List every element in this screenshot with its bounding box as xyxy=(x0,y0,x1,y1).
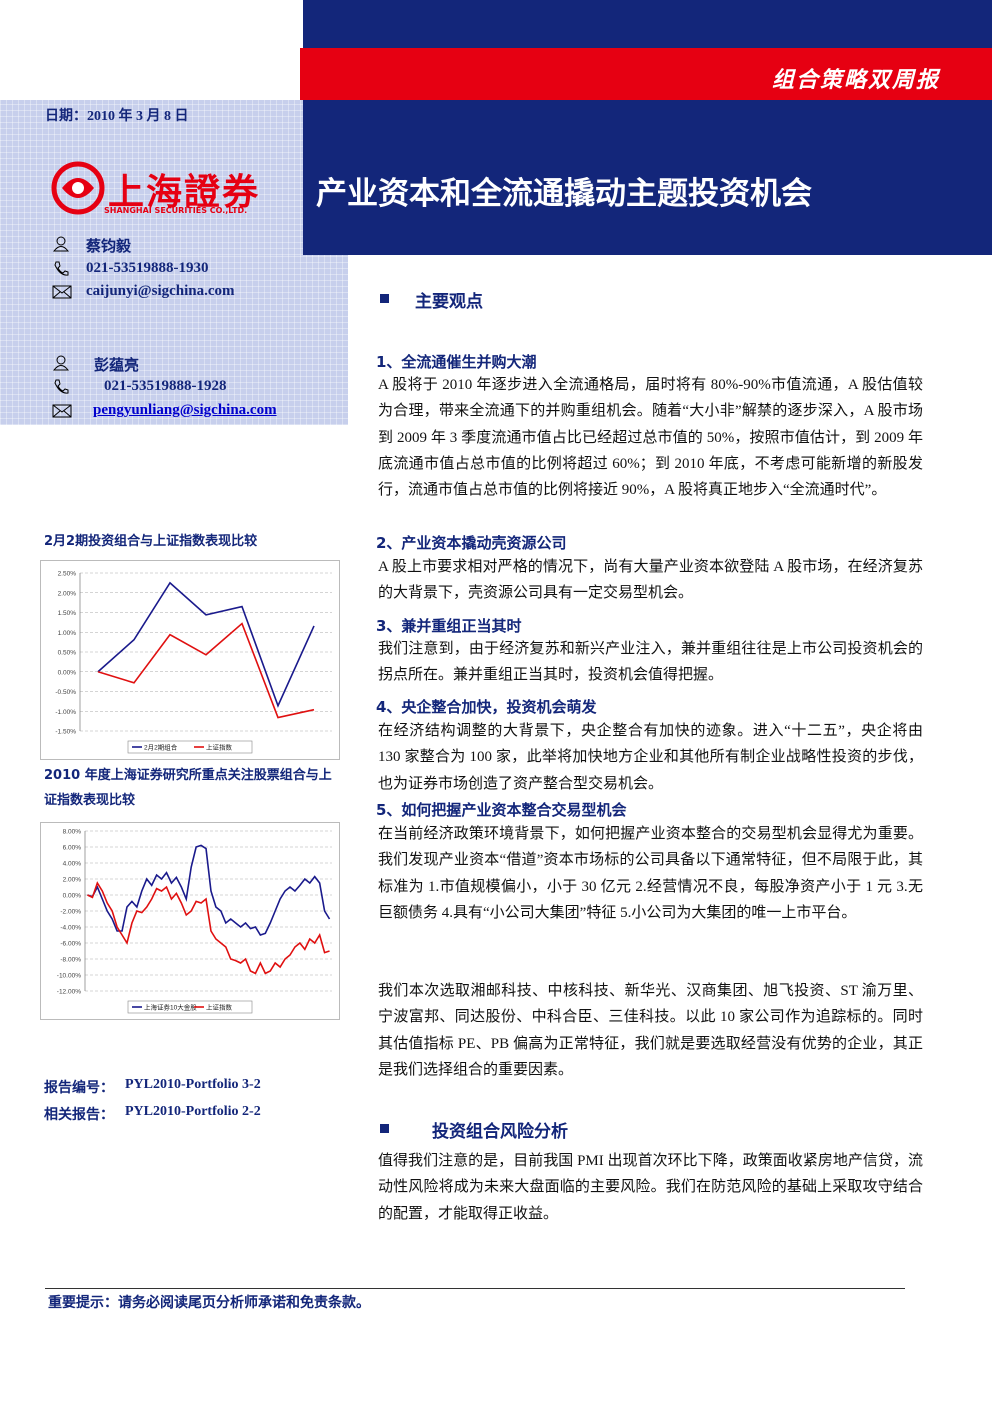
legend-label: 上证指数 xyxy=(206,743,233,752)
legend-box xyxy=(127,740,253,754)
y-tick-label: -1.00% xyxy=(55,709,76,716)
report-type: 组合策略双周报 xyxy=(771,68,940,93)
email-icon xyxy=(52,404,72,418)
related-report-label: 相关报告： xyxy=(44,1108,114,1123)
legend-box xyxy=(127,1000,253,1014)
y-tick-label: -10.00% xyxy=(57,973,81,980)
section-heading: 投资组合风险分析 xyxy=(432,1122,568,1142)
y-tick-label: 2.50% xyxy=(58,571,77,578)
y-tick-label: 6.00% xyxy=(63,845,82,852)
point-heading: 1、全流通催生并购大潮 xyxy=(376,353,537,371)
point-body: 我们注意到，由于经济复苏和新兴产业注入，兼并重组往往是上市公司投资机会的拐点所在… xyxy=(378,641,923,684)
y-tick-label: 2.00% xyxy=(63,877,82,884)
y-tick-label: 8.00% xyxy=(63,829,82,836)
bullet xyxy=(380,294,389,303)
report-number-label: 报告编号： xyxy=(44,1081,114,1096)
y-tick-label: -1.50% xyxy=(55,729,76,736)
series-line xyxy=(87,844,331,936)
report-title: 产业资本和全流通撬动主题投资机会 xyxy=(316,176,812,212)
y-tick-label: 1.50% xyxy=(58,610,77,617)
date: 日期：2010 年 3 月 8 日 xyxy=(45,109,189,124)
chart-title: 2月2期投资组合与上证指数表现比较 xyxy=(44,534,258,549)
point-body: 在当前经济政策环境背景下，如何把握产业资本整合的交易型机会显得尤为重要。我们发现… xyxy=(378,826,923,921)
y-tick-label: 2.00% xyxy=(58,590,77,597)
legend-label: 上海证券10大金股 xyxy=(144,1003,197,1012)
y-tick-label: -4.00% xyxy=(60,925,81,932)
side-panel xyxy=(0,100,303,255)
chart-title: 2010 年度上海证券研究所重点关注股票组合与上证指数表现比较 xyxy=(44,768,332,808)
analyst-phone: 021-53519888-1928 xyxy=(104,378,227,394)
analyst-name: 彭蕴亮 xyxy=(94,358,140,374)
y-tick-label: -2.00% xyxy=(60,909,81,916)
bullet xyxy=(380,1124,389,1133)
email-icon xyxy=(52,285,72,299)
point-body: 在经济结构调整的大背景下，央企整合有加快的迹象。进入“十二五”，央企将由 130… xyxy=(378,723,923,792)
chart: 8.00% 6.00% 4.00% 2.00% 0.00% -2.00% -4.00% -6.… xyxy=(40,822,340,1020)
y-tick-label: -6.00% xyxy=(60,941,81,948)
point-heading: 3、兼并重组正当其时 xyxy=(376,617,522,635)
logo-subtext: SHANGHAI SECURITIES CO.,LTD. xyxy=(104,206,248,215)
logo-mark xyxy=(51,161,105,215)
paragraph: 值得我们注意的是，目前我国 PMI 出现首次环比下降，政策面收紧房地产信贷，流动… xyxy=(378,1153,923,1222)
report-type-band xyxy=(300,48,992,100)
legend-label: 2月2期组合 xyxy=(144,743,178,752)
legend-label: 上证指数 xyxy=(206,1003,233,1012)
y-tick-label: 1.00% xyxy=(58,630,77,637)
point-body: A 股上市要求相对严格的情况下，尚有大量产业资本欲登陆 A 股市场，在经济复苏的… xyxy=(378,559,923,602)
footer-notice: 重要提示：请务必阅读尾页分析师承诺和免责条款。 xyxy=(48,1295,370,1311)
chart: 2.50% 2.00% 1.50% 1.00% 0.50% 0.00% -0.50% -1.0… xyxy=(40,560,340,760)
phone-icon xyxy=(54,379,69,394)
phone-icon xyxy=(54,261,69,276)
related-report: PYL2010-Portfolio 2-2 xyxy=(125,1104,261,1119)
analyst-email[interactable]: pengyunliang@sigchina.com xyxy=(93,402,277,418)
report-number: PYL2010-Portfolio 3-2 xyxy=(125,1077,261,1092)
section-heading: 主要观点 xyxy=(415,292,483,312)
y-tick-label: 0.50% xyxy=(58,650,77,657)
point-heading: 5、如何把握产业资本整合交易型机会 xyxy=(376,801,627,819)
chart-frame xyxy=(40,560,340,760)
logo-text: 上海證券 xyxy=(108,171,261,213)
y-tick-label: 0.00% xyxy=(58,669,77,676)
chart-frame xyxy=(40,822,340,1020)
y-tick-label: 4.00% xyxy=(63,861,82,868)
series-line xyxy=(87,881,330,975)
y-tick-label: -0.50% xyxy=(55,689,76,696)
person-icon xyxy=(52,355,70,371)
y-tick-label: 0.00% xyxy=(63,893,82,900)
paragraph: 我们本次选取湘邮科技、中核科技、新华光、汉商集团、旭飞投资、ST 渝万里、宁波富… xyxy=(378,983,923,1078)
side-panel xyxy=(0,255,348,425)
analyst-phone: 021-53519888-1930 xyxy=(86,260,209,276)
analyst-email[interactable]: caijunyi@sigchina.com xyxy=(86,283,235,299)
person-icon xyxy=(52,236,70,252)
header-band xyxy=(303,0,992,255)
analyst-name: 蔡钧毅 xyxy=(86,239,132,255)
series-line xyxy=(97,622,315,719)
y-tick-label: -12.00% xyxy=(57,989,81,996)
point-body: A 股将于 2010 年逐步进入全流通格局，届时将有 80%-90%市值流通，A… xyxy=(378,377,923,499)
point-heading: 2、产业资本撬动壳资源公司 xyxy=(376,534,567,552)
y-tick-label: -8.00% xyxy=(60,957,81,964)
footer-rule xyxy=(45,1288,905,1289)
point-heading: 4、央企整合加快，投资机会萌发 xyxy=(376,698,597,716)
series-line xyxy=(97,581,315,708)
